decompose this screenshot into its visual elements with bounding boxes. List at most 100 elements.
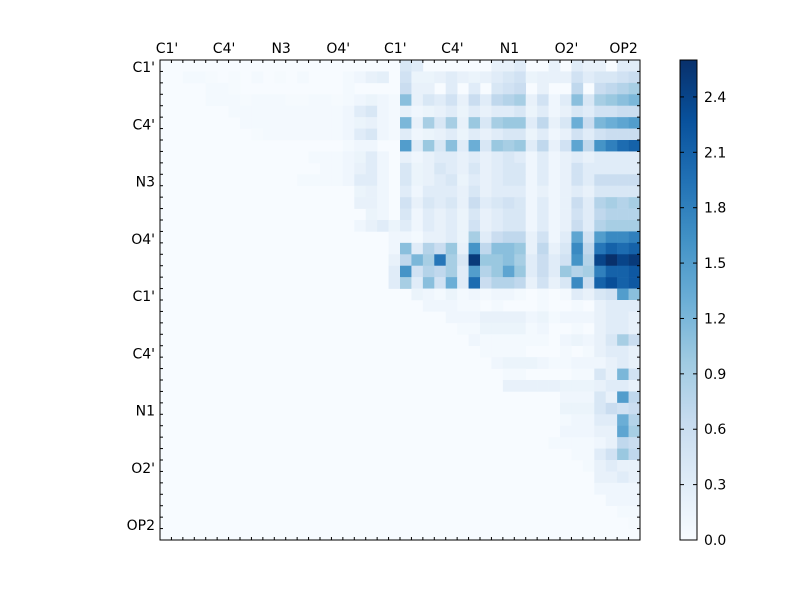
heatmap-cell — [502, 82, 515, 95]
heatmap-cell — [400, 220, 412, 232]
heatmap-cell — [514, 357, 527, 369]
heatmap-cell — [582, 71, 595, 84]
heatmap-cell — [628, 94, 641, 107]
heatmap-cell — [525, 151, 538, 164]
heatmap-cell — [354, 162, 367, 175]
heatmap-cell — [537, 128, 549, 141]
heatmap-cell — [308, 117, 321, 129]
heatmap-cell — [571, 265, 584, 278]
heatmap-cell — [628, 288, 641, 301]
heatmap-cell — [594, 345, 607, 358]
heatmap-cell — [582, 425, 595, 438]
heatmap-cell — [445, 162, 458, 175]
heatmap-cell — [605, 322, 618, 335]
heatmap-cell — [548, 220, 561, 232]
heatmap-cell — [502, 94, 515, 107]
heatmap-cell — [617, 162, 629, 175]
heatmap-cell — [491, 208, 504, 221]
heatmap-cell — [537, 231, 549, 244]
heatmap-cell — [411, 82, 424, 95]
heatmap-cell — [582, 277, 595, 289]
heatmap-cell — [582, 140, 595, 152]
heatmap-cell — [331, 128, 344, 141]
heatmap-cell — [502, 208, 515, 221]
heatmap-cell — [594, 151, 607, 164]
heatmap-cell — [582, 254, 595, 267]
heatmap-cell — [491, 311, 504, 324]
heatmap-cell — [594, 105, 607, 118]
heatmap-cell — [605, 345, 618, 358]
heatmap-cell — [628, 185, 641, 198]
heatmap-cell — [251, 94, 264, 107]
heatmap-cell — [502, 151, 515, 164]
y-tick-label: N1 — [136, 404, 155, 420]
heatmap-cell — [468, 311, 481, 324]
heatmap-cell — [537, 197, 549, 209]
heatmap-cell — [422, 174, 435, 187]
heatmap-cell — [457, 174, 469, 187]
heatmap-cell — [617, 117, 629, 129]
heatmap-cell — [491, 220, 504, 232]
heatmap-cell — [537, 185, 549, 198]
heatmap-cell — [308, 151, 321, 164]
heatmap-cell — [422, 140, 435, 152]
heatmap-cell — [468, 197, 481, 209]
heatmap-cell — [617, 402, 629, 415]
heatmap-cell — [605, 105, 618, 118]
heatmap-cell — [457, 220, 469, 232]
heatmap-cell — [548, 105, 561, 118]
heatmap-cell — [411, 288, 424, 301]
heatmap-cell — [560, 345, 572, 358]
heatmap-cell — [354, 185, 367, 198]
heatmap-cell — [514, 242, 527, 255]
heatmap-cell — [434, 151, 447, 164]
heatmap-cell — [537, 254, 549, 267]
heatmap-cell — [571, 300, 584, 312]
heatmap-cell — [274, 105, 287, 118]
heatmap-cell — [377, 208, 389, 221]
heatmap-cell — [422, 185, 435, 198]
heatmap-cell — [617, 231, 629, 244]
heatmap-cell — [605, 277, 618, 289]
heatmap-cell — [537, 357, 549, 369]
heatmap-cell — [445, 220, 458, 232]
heatmap-cell — [525, 357, 538, 369]
heatmap-cell — [400, 208, 412, 221]
heatmap-cell — [605, 471, 618, 484]
heatmap-cell — [617, 300, 629, 312]
heatmap-cell — [480, 311, 492, 324]
heatmap-cell — [537, 242, 549, 255]
heatmap-cell — [537, 288, 549, 301]
heatmap-cell — [468, 117, 481, 129]
heatmap-cell — [502, 334, 515, 347]
heatmap-cell — [445, 117, 458, 129]
heatmap-cell — [605, 151, 618, 164]
heatmap-cell — [411, 105, 424, 118]
heatmap-cell — [514, 128, 527, 141]
heatmap-cell — [582, 380, 595, 392]
heatmap-cell — [560, 117, 572, 129]
heatmap-cell — [422, 277, 435, 289]
heatmap-cell — [605, 448, 618, 461]
heatmap-cell — [617, 368, 629, 381]
colorbar-label: 0.9 — [704, 367, 726, 383]
heatmap-cell — [548, 185, 561, 198]
heatmap-cell — [445, 300, 458, 312]
heatmap-cell — [525, 94, 538, 107]
heatmap-cell — [525, 197, 538, 209]
heatmap-cell — [308, 128, 321, 141]
heatmap-cell — [571, 82, 584, 95]
heatmap-cell — [605, 71, 618, 84]
heatmap-cell — [514, 322, 527, 335]
colorbar-labels: 0.0 0.3 0.6 0.9 1.2 1.5 1.8 2.1 2.4 — [704, 90, 726, 549]
heatmap-cell — [217, 94, 229, 107]
heatmap-cell — [434, 140, 447, 152]
heatmap-cell — [582, 437, 595, 449]
heatmap-cell — [594, 140, 607, 152]
heatmap-cell — [548, 128, 561, 141]
heatmap-cell — [571, 162, 584, 175]
heatmap-cell — [491, 94, 504, 107]
heatmap-cell — [605, 334, 618, 347]
colorbar-label: 2.1 — [704, 145, 726, 161]
y-tick-labels: C1' C4' N3 O4' C1' C4' N1 O2' OP2 — [127, 60, 155, 534]
